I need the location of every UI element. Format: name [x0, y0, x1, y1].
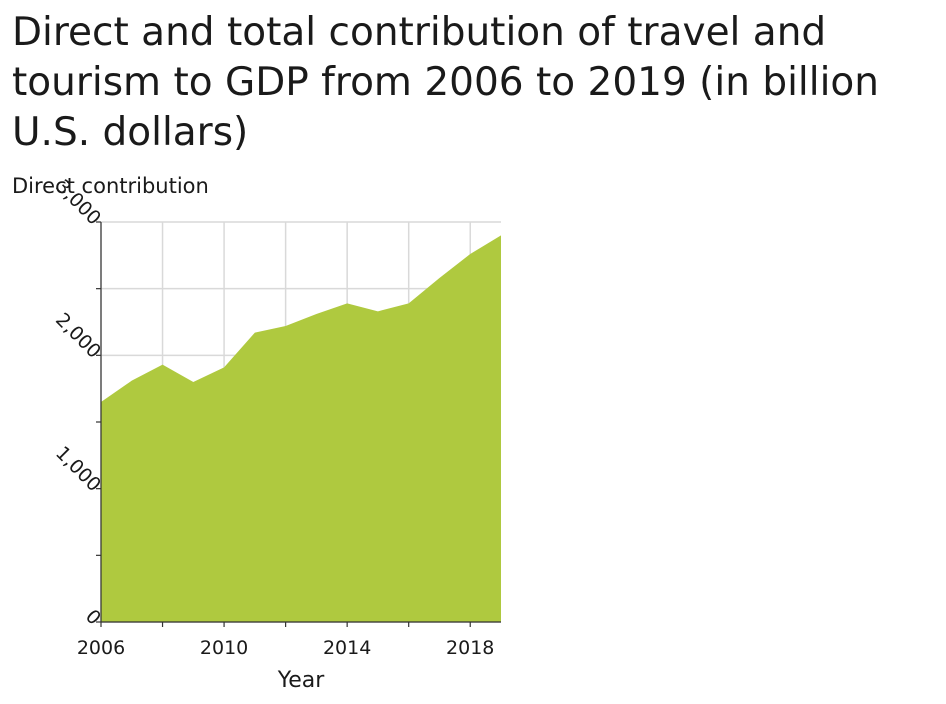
- axes: [96, 221, 501, 627]
- x-tick-label: 2010: [200, 637, 248, 659]
- chart-title: Direct and total contribution of travel …: [12, 10, 880, 155]
- y-tick-label: 1,000: [51, 442, 105, 496]
- y-axis-label: Direct contribution: [12, 174, 209, 198]
- series-area: [101, 235, 501, 623]
- x-tick-label: 2006: [77, 637, 125, 659]
- x-axis-label: Year: [277, 668, 326, 693]
- x-tick-label: 2014: [323, 637, 371, 659]
- y-tick-label: 2,000: [51, 309, 105, 363]
- x-tick-label: 2018: [446, 637, 494, 659]
- series-area-group: [101, 235, 501, 623]
